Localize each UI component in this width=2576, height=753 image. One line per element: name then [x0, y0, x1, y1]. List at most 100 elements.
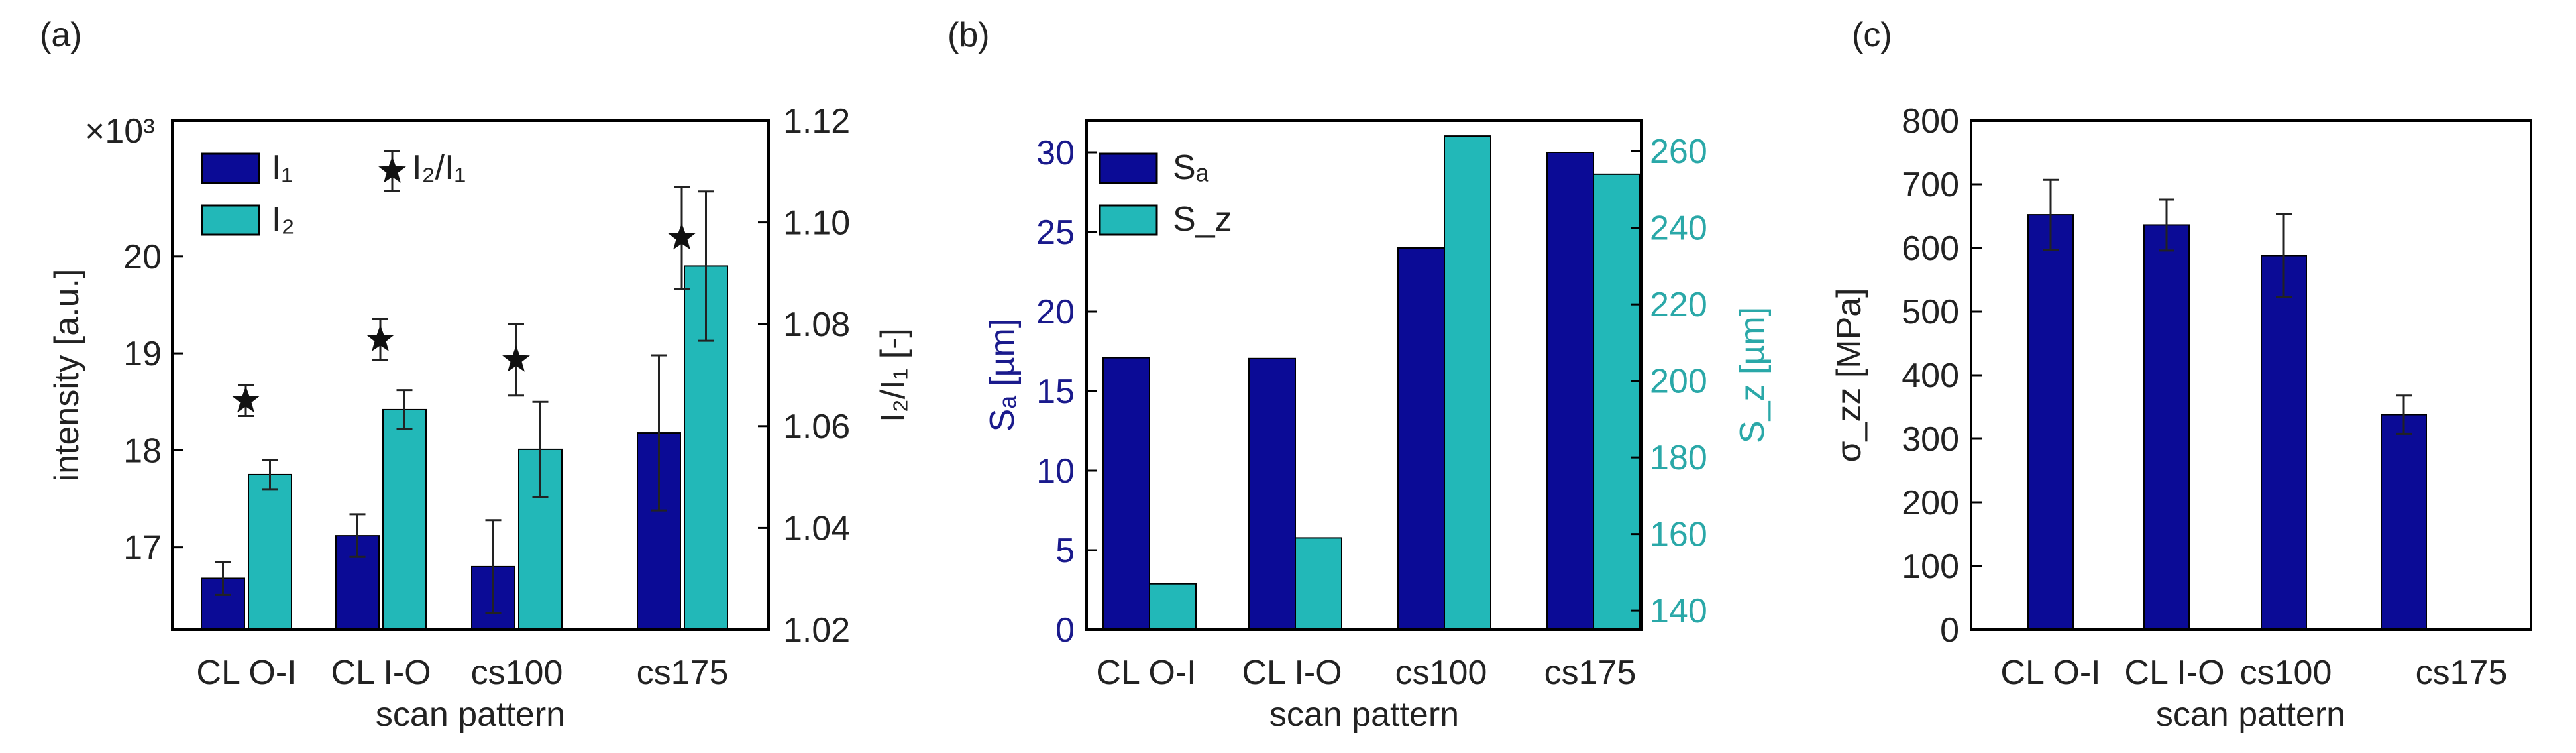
y-right-tick-label-1: 1.04 — [783, 509, 850, 548]
legend-label-sa: Sₐ — [1173, 148, 1209, 187]
bar-sa-3 — [1546, 152, 1594, 630]
y-tick-label-1: 18 — [123, 432, 162, 470]
y-right-tick-label-2: 180 — [1650, 439, 1707, 477]
y-tick-label-5: 25 — [1036, 213, 1075, 252]
x-tick-label-0: CL O-I — [2000, 654, 2100, 692]
legend-marker-ratio — [378, 150, 406, 192]
panel-b-y-ticks-right: 140 160 180 200 220 240 260 — [1631, 133, 1707, 630]
x-tick-label-1: CL I-O — [331, 654, 431, 692]
y-tick-label-2: 10 — [1036, 452, 1075, 491]
bar-sz-0 — [1149, 583, 1197, 631]
y-right-tick-label-0: 1.02 — [783, 611, 850, 650]
y-right-tick-label-2: 1.06 — [783, 408, 850, 446]
x-tick-label-1: CL I-O — [2124, 654, 2224, 692]
panel-b: (b) 0 5 10 15 20 25 30 140 160 180 200 220 240 260 C… — [947, 16, 1772, 734]
panel-a-frame — [171, 119, 770, 631]
legend-swatch-sa — [1099, 152, 1158, 184]
y-tick-label-1: 100 — [1902, 548, 1959, 586]
legend-label-i1: I₁ — [272, 148, 293, 187]
y-tick-label-6: 30 — [1036, 134, 1075, 172]
errbar-i2-3 — [698, 190, 714, 342]
panel-b-x-ticks: CL O-I CL I-O cs100 cs175 — [1096, 654, 1636, 692]
bar-sz-3 — [1593, 173, 1640, 630]
panel-b-y-ticks: 0 5 10 15 20 25 30 — [1036, 134, 1097, 650]
panel-b-ylabel-right: S_z [µm] — [1733, 307, 1772, 443]
panel-a-ylabel-right: I₂/I₁ [-] — [874, 328, 912, 422]
bar-szz-1 — [2143, 224, 2190, 630]
panel-a-error-bars — [215, 190, 714, 614]
x-tick-label-0: CL O-I — [196, 654, 296, 692]
panel-b-ylabel: Sₐ [µm] — [983, 319, 1022, 432]
legend-label-sz: S_z — [1173, 200, 1232, 239]
y-tick-label-1: 5 — [1055, 532, 1075, 570]
ratio-point-2 — [502, 345, 530, 372]
panel-a-multiplier: ×10³ — [85, 112, 155, 150]
ratio-point-1 — [366, 325, 394, 351]
legend-label-ratio: I₂/I₁ — [412, 148, 466, 187]
y-right-tick-label-0: 140 — [1650, 592, 1707, 630]
panel-b-xlabel: scan pattern — [1269, 695, 1459, 734]
panel-c-error-bars — [2043, 178, 2412, 435]
errbar-szz-1 — [2159, 198, 2174, 252]
bar-szz-3 — [2381, 414, 2427, 631]
ratio-point-0 — [232, 386, 260, 413]
panel-c-y-ticks: 0 100 200 300 400 500 600 700 800 — [1902, 102, 1982, 650]
panel-c-label: (c) — [1852, 16, 1892, 54]
panel-a-legend: I₁ I₂ I₂/I₁ — [201, 148, 466, 239]
errbar-i1-1 — [349, 513, 366, 558]
y-tick-label-0: 17 — [123, 529, 162, 567]
y-tick-label-3: 15 — [1036, 373, 1075, 411]
errbar-i2-2 — [532, 400, 549, 498]
panel-a-y-ticks-right: 1.02 1.04 1.06 1.08 1.10 1.12 — [758, 102, 850, 650]
panel-c-xlabel: scan pattern — [2156, 695, 2345, 734]
panel-c-bars — [2027, 214, 2427, 631]
x-tick-label-1: CL I-O — [1242, 654, 1342, 692]
bar-szz-0 — [2027, 214, 2074, 630]
panel-c: (c) 0 100 200 300 400 500 600 700 800 CL O-I CL I… — [1830, 16, 2532, 734]
errbar-szz-2 — [2276, 213, 2292, 298]
errbar-i1-3 — [651, 354, 667, 512]
bar-i2-1 — [382, 408, 427, 631]
ratio-point-3 — [668, 223, 696, 250]
panel-a-y-ticks: 17 18 19 20 — [123, 238, 183, 567]
y-tick-label-2: 200 — [1902, 484, 1959, 522]
y-tick-label-8: 800 — [1902, 102, 1959, 141]
bar-sz-1 — [1295, 537, 1342, 630]
bar-i1-3 — [637, 432, 681, 630]
y-tick-label-3: 300 — [1902, 420, 1959, 459]
y-tick-label-3: 20 — [123, 238, 162, 276]
legend-swatch-sz — [1099, 204, 1158, 236]
bar-i2-0 — [248, 473, 292, 631]
y-right-tick-label-5: 1.12 — [783, 102, 850, 141]
errbar-i2-1 — [396, 389, 413, 430]
y-right-tick-label-3: 1.08 — [783, 306, 850, 344]
y-tick-label-4: 400 — [1902, 357, 1959, 395]
y-right-tick-label-5: 240 — [1650, 209, 1707, 248]
errbar-i1-2 — [485, 519, 502, 614]
panel-b-frame — [1085, 119, 1643, 631]
y-right-tick-label-4: 220 — [1650, 286, 1707, 324]
errbar-i1-0 — [215, 561, 231, 596]
y-right-tick-label-6: 260 — [1650, 133, 1707, 171]
bar-szz-2 — [2261, 255, 2307, 630]
y-tick-label-0: 0 — [1940, 611, 1959, 650]
y-tick-label-7: 700 — [1902, 166, 1959, 204]
panel-a-ylabel: intensity [a.u.] — [48, 269, 86, 482]
x-tick-label-3: cs175 — [637, 654, 729, 692]
x-tick-label-2: cs100 — [471, 654, 563, 692]
panel-a-label: (a) — [40, 16, 82, 54]
x-tick-label-2: cs100 — [1395, 654, 1487, 692]
errbar-i2-0 — [262, 459, 278, 491]
y-right-tick-label-4: 1.10 — [783, 204, 850, 243]
panel-a-x-ticks: CL O-I CL I-O cs100 cs175 — [196, 654, 728, 692]
bar-sa-1 — [1248, 357, 1296, 630]
errbar-szz-3 — [2396, 394, 2412, 435]
panel-a-xlabel: scan pattern — [376, 695, 565, 734]
legend-swatch-i1 — [201, 152, 260, 184]
bar-sa-0 — [1102, 357, 1150, 630]
x-tick-label-0: CL O-I — [1096, 654, 1196, 692]
y-tick-label-6: 600 — [1902, 229, 1959, 268]
panel-a-bars — [201, 265, 728, 631]
